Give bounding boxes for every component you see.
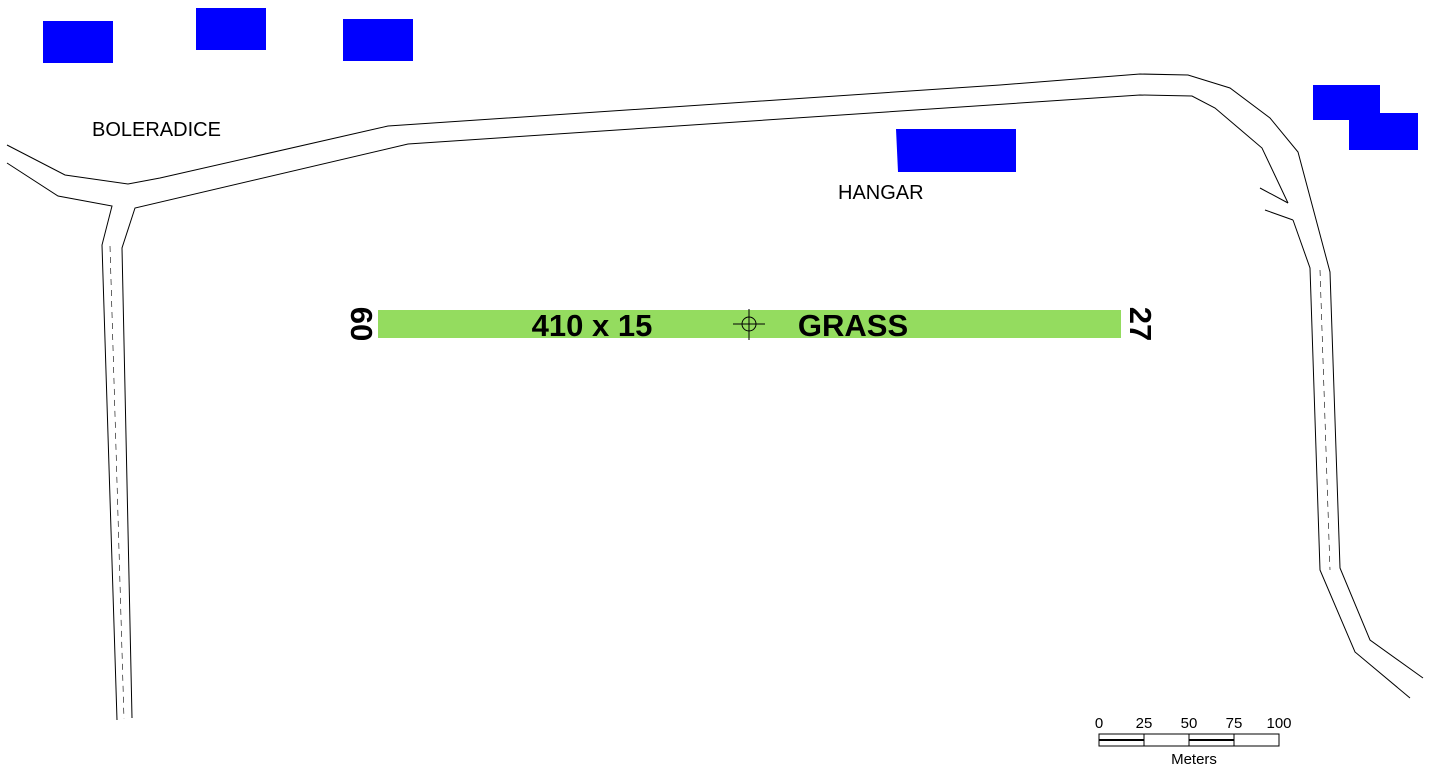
road-edge: [1264, 209, 1294, 221]
building: [1313, 85, 1418, 150]
scale-tick: 0: [1095, 715, 1103, 732]
scale-bar: 0 25 50 75 100 Meters: [1095, 715, 1292, 768]
buildings: [43, 8, 1418, 172]
building: [196, 8, 266, 50]
scale-tick: 100: [1266, 715, 1291, 732]
scale-unit: Meters: [1171, 751, 1217, 768]
hangar-building: [896, 129, 1016, 172]
runway-center-icon: [733, 309, 765, 340]
town-label: BOLERADICE: [92, 119, 221, 141]
hangar-label: HANGAR: [838, 182, 924, 204]
building: [43, 21, 113, 63]
scale-tick: 50: [1181, 715, 1198, 732]
roads: [6, 73, 1424, 721]
runway-end-west: 09: [344, 307, 379, 341]
road-edge: [6, 162, 118, 721]
scale-tick: 25: [1136, 715, 1153, 732]
road-edge: [121, 94, 1289, 719]
runway-surface: GRASS: [798, 308, 908, 343]
scale-tick: 75: [1226, 715, 1243, 732]
runway-end-east: 27: [1123, 307, 1158, 341]
runway-dimensions: 410 x 15: [532, 308, 653, 343]
road-edge: [6, 73, 1424, 679]
road-edge: [1259, 187, 1289, 204]
road-centerline: [1319, 269, 1331, 571]
road-centerline: [109, 245, 125, 720]
road-edge: [1292, 219, 1411, 699]
building: [343, 19, 413, 61]
